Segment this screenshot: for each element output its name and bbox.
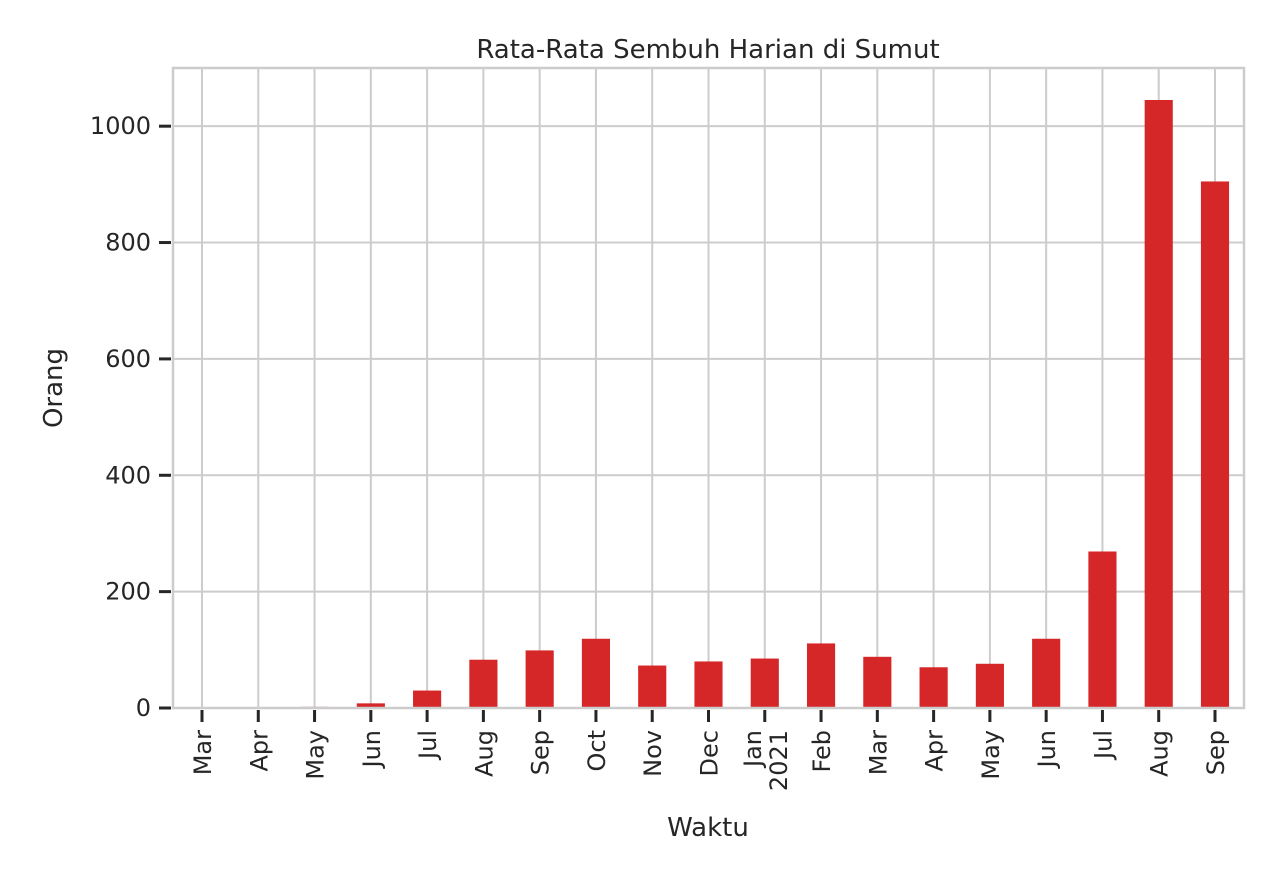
bar — [975, 663, 1004, 708]
y-tick-label: 1000 — [90, 112, 151, 140]
x-tick-label: Nov — [639, 730, 667, 777]
x-tick-label: Aug — [470, 730, 498, 777]
x-tick-label: Jul — [1089, 730, 1117, 761]
bar — [919, 667, 948, 708]
x-tick-label: Mar — [864, 730, 892, 775]
bar — [638, 665, 667, 708]
y-axis-label: Orang — [39, 348, 69, 428]
y-tick-label: 800 — [105, 229, 151, 257]
x-tick-label: May — [977, 730, 1005, 780]
x-tick-label: May — [302, 730, 330, 780]
chart-title: Rata-Rata Sembuh Harian di Sumut — [476, 35, 939, 65]
x-tick-label: Sep — [1202, 730, 1230, 775]
bar — [469, 659, 498, 708]
bar — [1144, 100, 1173, 708]
x-tick-label: Jan — [739, 730, 767, 769]
bar — [581, 638, 611, 708]
grid — [173, 68, 1244, 709]
y-tick-label: 200 — [105, 578, 151, 606]
plot-frame — [171, 66, 1246, 710]
bar — [356, 703, 385, 708]
bar — [525, 650, 554, 708]
bar — [1088, 551, 1117, 708]
y-tick-label: 600 — [105, 345, 151, 373]
y-axis: 0 200 400 600 800 1000 — [90, 112, 171, 722]
x-axis-label: Waktu — [667, 813, 749, 843]
y-tick-label: 0 — [136, 694, 151, 722]
bar — [413, 690, 442, 708]
x-tick-label: Jun — [1033, 730, 1061, 770]
x-tick-label: Jul — [414, 730, 442, 761]
bar — [694, 661, 723, 708]
x-tick-label: Apr — [921, 730, 949, 772]
bar — [806, 643, 836, 708]
x-tick-label: Dec — [696, 730, 724, 776]
bar — [1200, 181, 1230, 709]
x-tick-label: 2021 — [765, 730, 793, 791]
bar — [1032, 638, 1061, 708]
x-tick-label: Aug — [1146, 730, 1174, 777]
bars — [300, 100, 1230, 709]
x-tick-label: Oct — [583, 730, 611, 772]
x-tick-label: Jun — [358, 730, 386, 770]
y-tick-label: 400 — [105, 461, 151, 489]
bar — [863, 656, 892, 708]
x-tick-label: Sep — [527, 730, 555, 775]
x-tick-label: Apr — [245, 730, 273, 772]
bar — [750, 658, 779, 708]
x-tick-label: Feb — [808, 730, 836, 773]
x-tick-label: Mar — [189, 730, 217, 775]
